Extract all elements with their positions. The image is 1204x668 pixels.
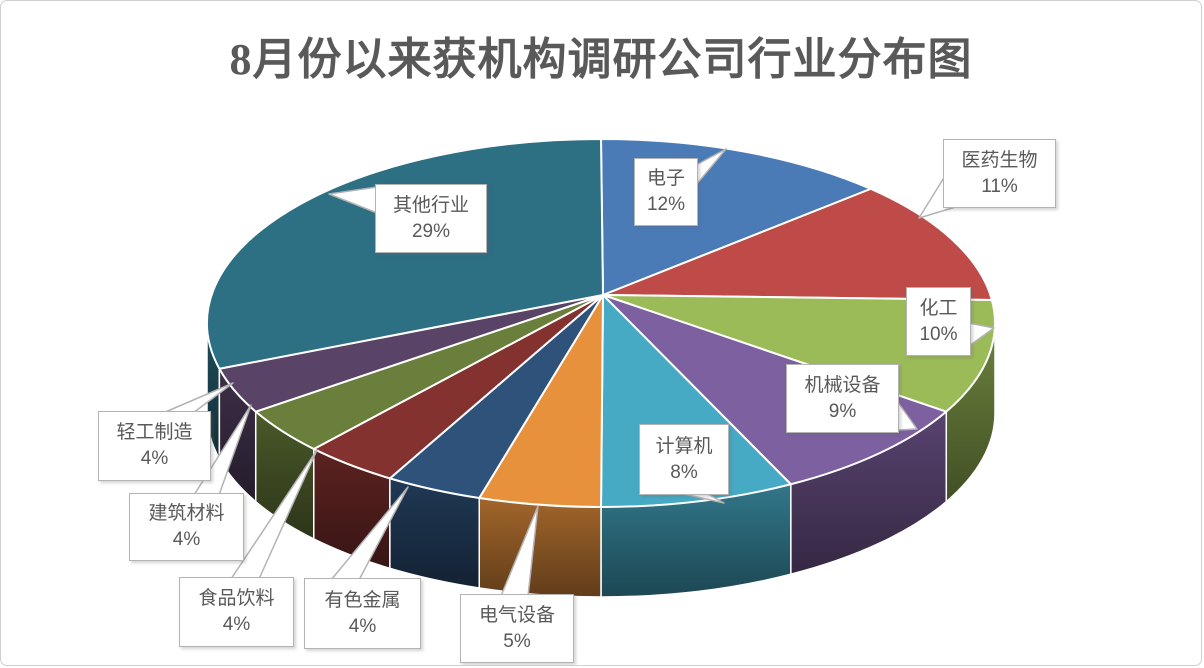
chart-title: 8月份以来获机构调研公司行业分布图	[229, 35, 973, 84]
pie-3d-sides	[206, 322, 996, 598]
pie-top-surface	[206, 138, 996, 508]
callout-percent-label: 10%	[919, 323, 958, 345]
callout-percent-label: 4%	[172, 529, 201, 550]
pie-slice-10	[206, 138, 604, 370]
callout-category-label: 机械设备	[804, 374, 881, 396]
callout-percent-label: 4%	[222, 614, 251, 635]
callout-category-label: 建筑材料	[148, 503, 225, 524]
data-label-callout-3: 机械设备 9%	[786, 364, 899, 433]
pie-slice-side-5	[478, 497, 602, 598]
data-label-callout-2: 化工 10%	[906, 287, 971, 356]
callout-category-label: 轻工制造	[116, 422, 193, 443]
callout-percent-label: 11%	[981, 175, 1018, 197]
callout-tails	[162, 148, 995, 597]
callout-category-label: 其他行业	[392, 194, 469, 216]
data-label-callout-9: 轻工制造 4%	[98, 411, 211, 481]
callout-percent-label: 5%	[503, 630, 531, 652]
callout-category-label: 医药生物	[961, 149, 1038, 171]
data-label-callout-4: 计算机 8%	[639, 424, 729, 495]
pie-slice-1	[602, 187, 993, 301]
data-label-callout-0: 电子 12%	[634, 158, 698, 226]
data-label-callout-7: 食品饮料 4%	[179, 577, 294, 647]
data-label-callout-10: 其他行业 29%	[375, 184, 487, 253]
pie-slice-3	[602, 294, 948, 486]
callout-category-label: 电子	[646, 168, 685, 189]
data-label-callout-5: 电气设备 5%	[460, 594, 574, 663]
data-label-callout-6: 有色金属 4%	[304, 578, 421, 649]
callout-percent-label: 4%	[348, 615, 377, 637]
data-label-callout-8: 建筑材料 4%	[129, 493, 244, 561]
data-label-callout-1: 医药生物 11%	[943, 139, 1056, 208]
callout-percent-label: 12%	[646, 194, 686, 215]
callout-percent-label: 9%	[828, 400, 857, 422]
callout-percent-label: 4%	[140, 448, 169, 469]
callout-category-label: 化工	[919, 297, 958, 319]
callout-category-label: 计算机	[655, 435, 713, 457]
callout-percent-label: 8%	[670, 461, 698, 483]
callout-category-label: 电气设备	[478, 604, 555, 626]
callout-percent-label: 29%	[411, 220, 451, 242]
callout-category-label: 有色金属	[324, 589, 401, 611]
callout-category-label: 食品饮料	[198, 588, 275, 609]
